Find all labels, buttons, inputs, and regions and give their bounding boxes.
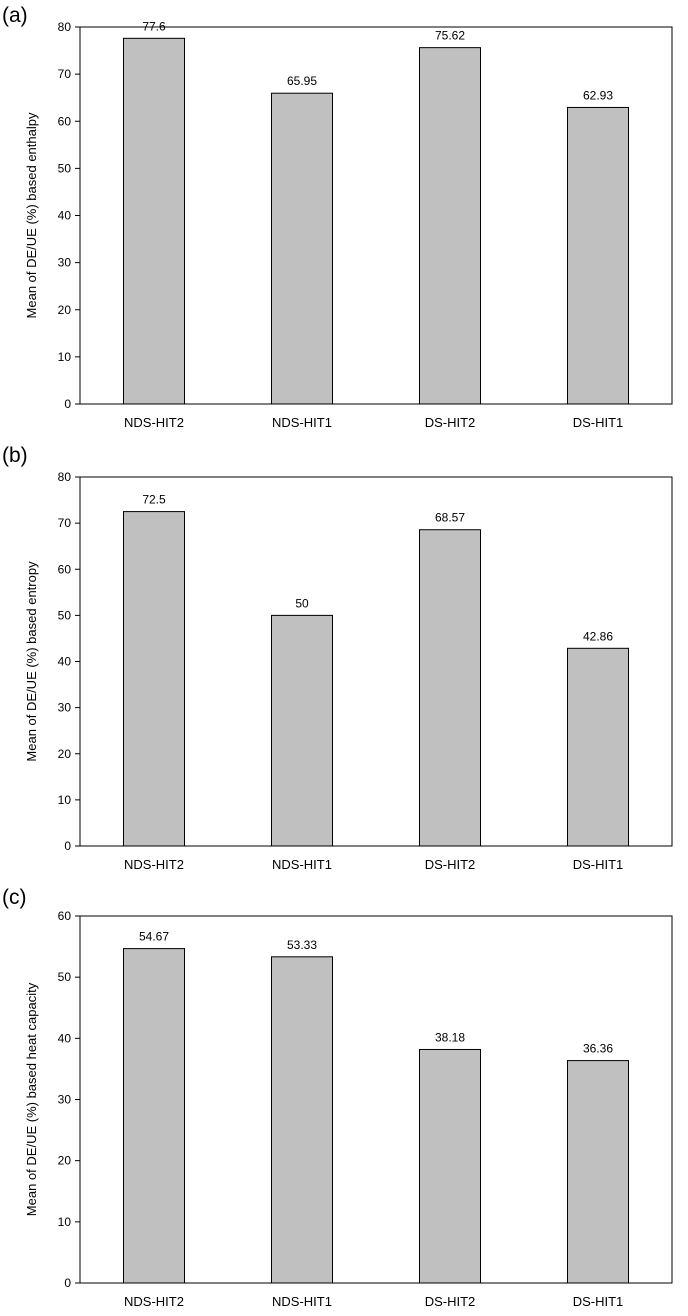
y-tick-label: 0: [64, 1276, 71, 1290]
bar-value-label: 65.95: [287, 74, 317, 88]
y-tick-label: 50: [58, 608, 72, 622]
bar-value-label: 36.36: [583, 1042, 613, 1056]
x-category-label: NDS-HIT1: [272, 857, 332, 872]
y-tick-label: 40: [58, 1031, 72, 1045]
x-category-label: NDS-HIT2: [124, 1294, 184, 1309]
y-tick-label: 30: [58, 1093, 72, 1107]
x-category-label: DS-HIT2: [425, 415, 476, 430]
bar-chart-c: 0 10 20 30 40 50 60 Mean of DE/UE (%) based hea…: [24, 909, 673, 1309]
y-tick-label: 10: [58, 1215, 72, 1229]
x-category-label: DS-HIT1: [573, 415, 624, 430]
y-axis-label: Mean of DE/UE (%) based heat capacity: [24, 982, 39, 1216]
x-category-label: NDS-HIT2: [124, 857, 184, 872]
bar: [123, 948, 185, 1284]
x-category-label: NDS-HIT1: [272, 1294, 332, 1309]
bar: [567, 647, 629, 847]
y-tick-label: 10: [58, 350, 72, 364]
y-tick-label: 10: [58, 793, 72, 807]
y-tick-label: 40: [58, 209, 72, 223]
y-tick-label: 60: [58, 562, 72, 576]
y-tick-label: 20: [58, 303, 72, 317]
bar: [271, 956, 333, 1284]
bar-value-label: 42.86: [583, 629, 613, 643]
y-tick-label: 20: [58, 747, 72, 761]
x-category-label: NDS-HIT1: [272, 415, 332, 430]
bar-value-label: 50: [295, 596, 309, 610]
y-tick-label: 70: [58, 516, 72, 530]
x-category-label: NDS-HIT2: [124, 415, 184, 430]
x-category-label: DS-HIT1: [573, 1294, 624, 1309]
y-tick-label: 50: [58, 161, 72, 175]
bar: [567, 106, 629, 405]
bar-value-label: 68.57: [435, 511, 465, 525]
x-category-label: DS-HIT1: [573, 857, 624, 872]
panel-label: (c): [2, 886, 27, 909]
y-tick-label: 60: [58, 909, 72, 923]
y-tick-label: 80: [58, 470, 72, 484]
y-tick-label: 30: [58, 701, 72, 715]
y-tick-label: 0: [64, 397, 71, 411]
bar-chart-b: 0 10 20 30 40 50 60 70 80 Mean of DE/UE (%) based…: [24, 470, 673, 872]
panel-label: (b): [2, 444, 28, 467]
y-tick-label: 70: [58, 67, 72, 81]
chart-panel-b: (b) 0 10 20 30 40 50 60 70 80 Mean of DE/UE (%) b…: [0, 440, 688, 880]
bar-chart-a: 0 10 20 30 40 50 60 70 80 Mean of DE/UE (%) based…: [24, 19, 673, 430]
bar: [123, 37, 185, 405]
bar-value-label: 75.62: [435, 29, 465, 43]
y-tick-label: 0: [64, 839, 71, 853]
y-tick-label: 80: [58, 20, 72, 34]
y-tick-label: 50: [58, 970, 72, 984]
y-tick-label: 20: [58, 1154, 72, 1168]
chart-panel-c: (c) 0 10 20 30 40 50 60 Mean of DE/UE (%) based…: [0, 880, 688, 1316]
bar: [419, 529, 481, 847]
bar-value-label: 54.67: [139, 930, 169, 944]
y-axis-label: Mean of DE/UE (%) based entropy: [24, 561, 39, 762]
x-category-label: DS-HIT2: [425, 857, 476, 872]
y-axis-label: Mean of DE/UE (%) based enthalpy: [24, 112, 39, 318]
bar-value-label: 72.5: [142, 493, 166, 507]
y-tick-label: 60: [58, 114, 72, 128]
bar: [567, 1060, 629, 1284]
y-tick-label: 40: [58, 655, 72, 669]
bar: [419, 47, 481, 405]
bar-value-label: 77.6: [142, 19, 166, 33]
bar-value-label: 38.18: [435, 1030, 465, 1044]
bar-value-label: 53.33: [287, 938, 317, 952]
x-category-label: DS-HIT2: [425, 1294, 476, 1309]
chart-panel-a: (a) 0 10 20 30 40 50 60 70 80 Mean of DE/UE (%) b…: [0, 0, 688, 440]
bar: [419, 1048, 481, 1284]
bar-value-label: 62.93: [583, 88, 613, 102]
panel-label: (a): [2, 4, 28, 27]
bar: [271, 92, 333, 405]
bar: [123, 511, 185, 847]
y-tick-label: 30: [58, 256, 72, 270]
bar: [271, 614, 333, 847]
